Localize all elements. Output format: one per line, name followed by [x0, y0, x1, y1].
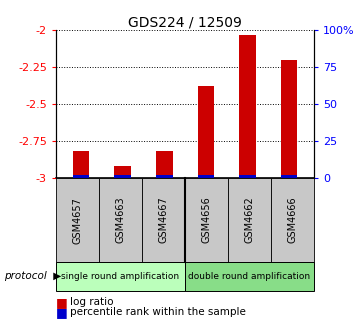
Bar	[239, 35, 256, 178]
Bar	[281, 175, 297, 178]
Text: GSM4667: GSM4667	[158, 197, 169, 244]
Text: GSM4666: GSM4666	[288, 197, 297, 243]
Text: single round amplification: single round amplification	[61, 272, 179, 281]
Text: percentile rank within the sample: percentile rank within the sample	[70, 307, 246, 318]
Bar	[156, 152, 173, 178]
Bar	[73, 175, 89, 178]
Text: GSM4663: GSM4663	[116, 197, 126, 243]
Text: GSM4657: GSM4657	[73, 197, 82, 244]
Text: GSM4656: GSM4656	[201, 197, 212, 244]
Title: GDS224 / 12509: GDS224 / 12509	[128, 15, 242, 29]
Bar	[156, 175, 173, 178]
Bar	[281, 60, 297, 178]
Text: double round amplification: double round amplification	[188, 272, 310, 281]
Text: ■: ■	[56, 296, 68, 309]
Bar	[197, 86, 214, 178]
Bar	[197, 175, 214, 178]
Bar	[114, 175, 131, 178]
Text: ■: ■	[56, 306, 68, 319]
Text: GSM4662: GSM4662	[244, 197, 255, 244]
Bar	[73, 152, 89, 178]
Bar	[239, 175, 256, 178]
Text: protocol  ▶: protocol ▶	[4, 271, 61, 281]
Text: log ratio: log ratio	[70, 297, 114, 307]
Bar	[114, 166, 131, 178]
